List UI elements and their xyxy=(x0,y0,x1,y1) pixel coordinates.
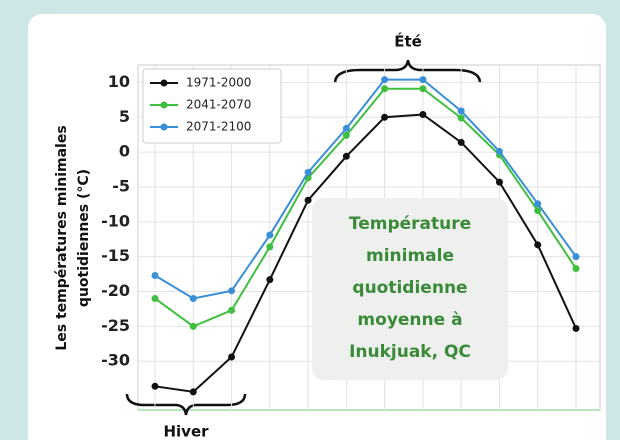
point xyxy=(304,196,312,204)
y-tick-label: -10 xyxy=(101,211,130,230)
legend-label: 1971-2000 xyxy=(186,76,251,90)
info-line: quotidienne xyxy=(352,278,467,298)
legend-marker xyxy=(160,123,168,131)
point xyxy=(457,114,465,122)
legend-items: 1971-2000 2041-2070 2071-2100 xyxy=(150,76,251,134)
point xyxy=(534,207,542,215)
series-line xyxy=(154,78,577,300)
point xyxy=(342,124,350,132)
point xyxy=(228,306,236,314)
y-label-line: quotidiennes (°C) xyxy=(76,169,92,307)
legend-label: 2041-2070 xyxy=(186,98,251,112)
y-tick-label: 0 xyxy=(119,142,130,161)
point xyxy=(228,353,236,361)
point xyxy=(189,388,197,396)
point xyxy=(419,76,427,84)
info-line: Inukjuak, QC xyxy=(349,342,471,362)
point xyxy=(495,147,503,155)
point xyxy=(342,152,350,160)
point xyxy=(572,265,580,273)
info-text: Température minimale quotidienne moyenne à I… xyxy=(349,214,471,362)
point xyxy=(457,138,465,146)
point xyxy=(572,253,580,261)
y-tick-label: -15 xyxy=(101,246,130,265)
point xyxy=(266,231,274,239)
point xyxy=(266,243,274,251)
legend-marker xyxy=(160,79,168,87)
legend xyxy=(142,68,282,144)
legend-label: 2071-2100 xyxy=(186,120,251,134)
y-label: Les températures minimales quotidiennes … xyxy=(54,125,92,350)
point xyxy=(304,168,312,176)
series xyxy=(151,76,580,396)
point xyxy=(228,287,236,295)
point xyxy=(534,241,542,249)
point xyxy=(151,294,159,302)
summer-brace xyxy=(333,59,482,84)
point xyxy=(534,200,542,208)
point xyxy=(189,294,197,302)
series-line xyxy=(154,87,577,328)
point xyxy=(572,324,580,332)
point xyxy=(266,276,274,284)
point xyxy=(151,271,159,279)
info-box xyxy=(312,198,508,380)
point xyxy=(381,76,389,84)
point xyxy=(419,85,427,93)
point xyxy=(457,107,465,115)
legend-marker xyxy=(160,101,168,109)
y-tick-label: -5 xyxy=(112,176,130,195)
point xyxy=(151,382,159,390)
summer-label: Été xyxy=(394,32,422,51)
info-line: moyenne à xyxy=(357,310,462,330)
point xyxy=(189,322,197,330)
y-tick-label: -30 xyxy=(101,351,130,370)
y-tick-label: 5 xyxy=(119,107,130,126)
point xyxy=(381,113,389,121)
info-line: minimale xyxy=(366,246,454,266)
series-line xyxy=(154,113,577,393)
point xyxy=(381,85,389,93)
y-tick-label: 10 xyxy=(108,72,130,91)
point xyxy=(419,110,427,118)
y-label-line: Les températures minimales xyxy=(54,125,70,350)
y-tick-label: -20 xyxy=(101,281,130,300)
point xyxy=(342,131,350,139)
info-line: Température xyxy=(349,214,471,234)
point xyxy=(495,178,503,186)
y-tick-label: -25 xyxy=(101,316,130,335)
winter-label: Hiver xyxy=(163,423,209,441)
winter-brace xyxy=(125,393,247,416)
